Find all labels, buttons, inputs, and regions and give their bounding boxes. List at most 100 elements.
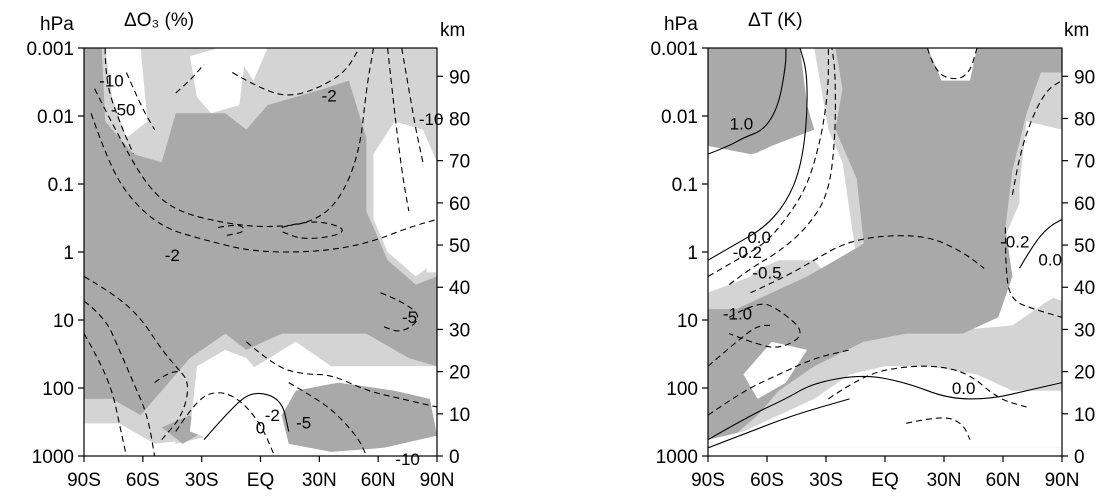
ozone-pressure-tick-label: 10	[53, 311, 74, 332]
ozone-pressure-tick-label: 0.1	[48, 175, 74, 196]
ozone-negative-contour	[154, 371, 189, 441]
ozone-negative-contour	[281, 221, 343, 239]
ozone-left-unit: hPa	[40, 14, 74, 35]
temperature-chart-title: ΔT (K)	[748, 10, 803, 31]
temperature-positive-contour	[1019, 218, 1062, 269]
temperature-positive-contour	[708, 48, 808, 261]
temperature-x-tick-label: 60N	[986, 470, 1021, 491]
ozone-negative-contour	[380, 292, 419, 332]
temperature-positive-contour	[708, 375, 1062, 441]
temperature-negative-contour	[1004, 227, 1062, 318]
ozone-negative-contour	[84, 276, 184, 375]
ozone-negative-contour	[232, 48, 360, 96]
temperature-contour-label: -0.2	[733, 243, 762, 262]
ozone-pressure-tick-label: 0.01	[37, 107, 74, 128]
ozone-pressure-tick-label: 0.001	[26, 39, 74, 60]
temperature-negative-contour	[708, 48, 829, 277]
temperature-pressure-tick-label: 0.1	[672, 175, 698, 196]
temperature-unshaded-region	[743, 341, 808, 399]
ozone-dark-shade-region	[84, 48, 437, 416]
ozone-negative-contour	[90, 113, 437, 253]
temperature-x-tick-label: EQ	[871, 470, 898, 491]
temperature-contour-label: 0.0	[952, 379, 976, 398]
temperature-altitude-tick-label: 10	[1074, 405, 1095, 426]
temperature-change-panel: 1.00.0-0.2-0.5-1.0-0.20.00.0 90S 60S 30S EQ…	[650, 10, 1095, 491]
ozone-altitude-tick-label: 90	[449, 67, 470, 88]
temperature-contour-label: 0.0	[747, 228, 771, 247]
ozone-change-panel: -10-50-2-10-2-5-20 -5-10 90S 60S 30S EQ 30N 60…	[26, 10, 470, 491]
ozone-contour-label: -50	[111, 100, 136, 119]
ozone-negative-contour	[175, 63, 205, 94]
ozone-axes: 90S 60S 30S EQ 30N 60N 90N0.0010.010.111010010…	[26, 39, 470, 491]
ozone-negative-contour	[175, 392, 276, 456]
ozone-contour-label: -2	[165, 246, 180, 265]
temperature-unshaded-region	[1019, 121, 1062, 302]
temperature-negative-contour	[1011, 80, 1062, 195]
temperature-pressure-tick-label: 10	[677, 311, 698, 332]
ozone-contour-label: -2	[265, 406, 280, 425]
temperature-negative-contour	[728, 48, 836, 286]
temperature-negative-contour	[750, 235, 985, 294]
ozone-x-tick-label: 90N	[420, 470, 455, 491]
ozone-x-tick-label: EQ	[247, 470, 274, 491]
ozone-x-tick-label: 30S	[185, 470, 219, 491]
temperature-contour-label: -1.0	[723, 304, 752, 323]
ozone-pressure-tick-label: 1	[63, 243, 74, 264]
ozone-negative-contour	[288, 382, 367, 456]
temperature-right-unit: km	[1064, 20, 1089, 41]
ozone-significance-shading	[84, 48, 437, 452]
temperature-altitude-tick-label: 30	[1074, 320, 1095, 341]
temperature-positive-contour	[708, 398, 850, 449]
temperature-unshaded-region	[708, 366, 1062, 448]
temperature-contour-label: -0.5	[752, 263, 781, 282]
temperature-pressure-tick-label: 1000	[656, 447, 698, 468]
temperature-pressure-tick-label: 0.001	[650, 39, 698, 60]
temperature-altitude-tick-label: 80	[1074, 109, 1095, 130]
ozone-altitude-tick-label: 80	[449, 109, 470, 130]
ozone-negative-contour	[84, 300, 156, 456]
temperature-negative-contour	[828, 365, 1027, 408]
ozone-altitude-tick-label: 70	[449, 152, 470, 173]
ozone-pressure-tick-label: 100	[42, 379, 74, 400]
temperature-contour-lines	[708, 48, 1062, 449]
temperature-altitude-tick-label: 40	[1074, 278, 1095, 299]
ozone-altitude-tick-label: 50	[449, 236, 470, 257]
ozone-right-unit: km	[440, 20, 465, 41]
temperature-x-tick-label: 60S	[750, 470, 784, 491]
ozone-contour-lines	[84, 48, 437, 456]
temperature-negative-contour	[728, 303, 801, 348]
ozone-contour-labels: -10-50-2-10-2-5-20 -5-10	[99, 71, 443, 468]
ozone-negative-contour	[217, 224, 245, 237]
temperature-left-unit: hPa	[664, 14, 698, 35]
temperature-altitude-tick-label: 70	[1074, 152, 1095, 173]
ozone-x-tick-label: 60S	[126, 470, 160, 491]
temperature-significance-shading	[708, 48, 1062, 448]
temperature-altitude-tick-label: 20	[1074, 363, 1095, 384]
ozone-contour-label: -10	[419, 110, 444, 129]
ozone-chart-title: ΔO₃ (%)	[124, 10, 194, 31]
ozone-contour-label: -10	[99, 71, 124, 90]
ozone-negative-contour	[125, 72, 156, 130]
ozone-negative-contour	[401, 48, 424, 163]
temperature-pressure-tick-label: 1	[687, 243, 698, 264]
temperature-dark-shade-region	[708, 48, 1062, 440]
ozone-altitude-tick-label: 60	[449, 194, 470, 215]
ozone-unshaded-region	[108, 48, 148, 138]
temperature-negative-contour	[906, 417, 971, 440]
temperature-altitude-tick-label: 50	[1074, 236, 1095, 257]
ozone-x-tick-label: 60N	[361, 470, 396, 491]
temperature-unshaded-region	[708, 145, 815, 285]
temperature-axes: 90S 60S 30S EQ 30N 60N 90N0.0010.010.111010010…	[650, 39, 1095, 491]
temperature-altitude-tick-label: 90	[1074, 67, 1095, 88]
ozone-contour-label: -2	[322, 87, 337, 106]
temperature-contour-label: 1.0	[730, 115, 754, 134]
temperature-dark-shade-region	[708, 48, 815, 171]
ozone-negative-contour	[84, 333, 127, 456]
ozone-altitude-tick-label: 10	[449, 405, 470, 426]
ozone-positive-contour	[203, 392, 290, 441]
temperature-x-tick-label: 30S	[809, 470, 843, 491]
temperature-negative-contour	[708, 324, 772, 367]
ozone-negative-contour	[94, 48, 375, 228]
temperature-negative-contour	[926, 48, 978, 80]
